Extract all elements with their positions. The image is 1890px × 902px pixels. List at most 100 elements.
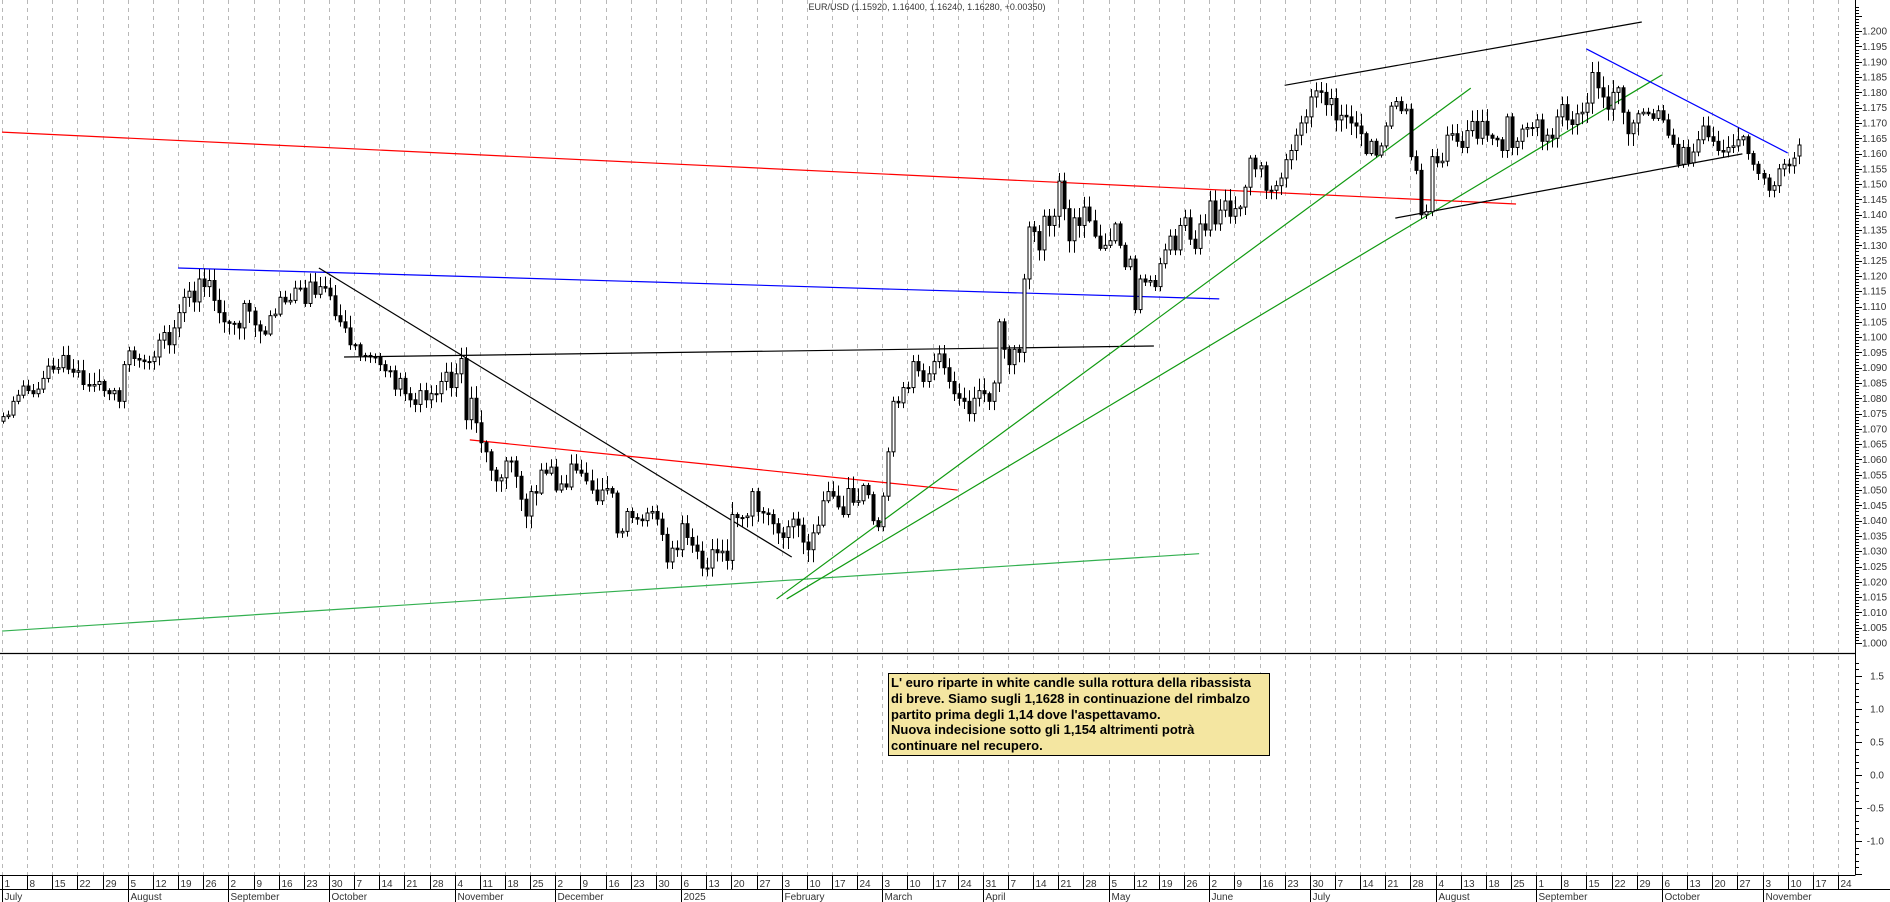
candle <box>650 505 655 520</box>
candle-body-up <box>1535 119 1540 129</box>
candle <box>524 493 529 529</box>
candle <box>665 527 670 569</box>
candle <box>31 383 36 398</box>
candle-body-down <box>403 377 408 395</box>
candle-body-down <box>1626 111 1631 135</box>
candle <box>418 383 423 413</box>
candle <box>1248 155 1253 196</box>
candle <box>730 502 735 570</box>
candle <box>901 382 906 409</box>
candle <box>921 363 926 388</box>
candle <box>680 515 685 558</box>
candle <box>1736 127 1741 152</box>
trendline-green-long-support <box>1 553 1200 632</box>
candle <box>1284 153 1289 188</box>
candle <box>1792 151 1797 174</box>
candle-body-down <box>1475 120 1480 139</box>
candle-body-up <box>1440 160 1445 164</box>
candle <box>464 347 469 430</box>
candle-body-up <box>1777 168 1782 187</box>
candle-body-up <box>1168 235 1173 251</box>
candle-body-up <box>1057 180 1062 217</box>
candle-body-up <box>504 460 509 479</box>
y-tick-label: 1.095 <box>1862 348 1887 359</box>
candle-body-up <box>1782 163 1787 170</box>
candle <box>1153 275 1158 292</box>
candle-body-up <box>881 495 886 528</box>
candle <box>1445 126 1450 167</box>
candle <box>1299 115 1304 146</box>
candle-body-up <box>459 358 464 375</box>
week-label: 17 <box>835 879 847 890</box>
candle-body-up <box>992 382 997 402</box>
candle <box>559 475 564 493</box>
candle <box>967 390 972 422</box>
candle-body-down <box>1495 137 1500 141</box>
candle <box>821 491 826 528</box>
candle <box>81 359 86 391</box>
candle-body-up <box>1329 97 1334 106</box>
candle <box>906 381 911 394</box>
candle <box>1726 136 1731 158</box>
candle-body-up <box>730 514 735 561</box>
candle-body-up <box>1108 240 1113 246</box>
candle-body-down <box>796 518 801 526</box>
candle <box>66 345 71 375</box>
candle <box>1017 344 1022 363</box>
candle-body-down <box>574 463 579 471</box>
candle-body-down <box>1706 125 1711 138</box>
candle-body-up <box>373 356 378 359</box>
candle <box>1203 214 1208 237</box>
candle <box>549 459 554 476</box>
candle <box>725 539 730 570</box>
candle <box>1 412 6 424</box>
candle <box>791 512 796 539</box>
candle-body-down <box>1787 163 1792 167</box>
candle <box>393 365 398 397</box>
month-label: July <box>5 892 23 902</box>
candle-body-down <box>378 356 383 366</box>
candle <box>46 358 51 383</box>
month-label: 2025 <box>684 892 707 902</box>
candle <box>1198 214 1203 255</box>
candle-body-down <box>1500 139 1505 152</box>
candle <box>353 342 358 351</box>
candle-body-up <box>1384 125 1389 147</box>
candle-body-up <box>1072 217 1077 242</box>
candle-body-up <box>97 380 102 386</box>
candle-body-up <box>1314 90 1319 98</box>
candle <box>298 280 303 292</box>
y-tick-label: 1.065 <box>1862 440 1887 451</box>
candle-body-up <box>147 361 152 364</box>
candle <box>1133 255 1138 314</box>
candle-body-down <box>831 491 836 497</box>
candle-body-up <box>1274 185 1279 191</box>
candle-body-up <box>1082 206 1087 226</box>
candle <box>202 268 207 297</box>
month-label: September <box>1539 892 1589 902</box>
candle-body-up <box>1379 145 1384 156</box>
candle <box>997 318 1002 393</box>
week-label: 24 <box>860 879 872 890</box>
candle <box>1082 196 1087 238</box>
week-label: 2 <box>558 879 564 890</box>
candle-body-up <box>1797 144 1802 157</box>
candle-body-up <box>977 390 982 399</box>
candle-body-up <box>1163 249 1168 265</box>
week-label: 4 <box>1439 879 1445 890</box>
candle <box>1580 102 1585 125</box>
candle <box>413 392 418 413</box>
candle <box>1098 224 1103 251</box>
candle-body-down <box>1490 134 1495 139</box>
candle-body-down <box>841 506 846 516</box>
candle-body-down <box>202 278 207 288</box>
candle <box>645 507 650 527</box>
candle <box>1465 120 1470 154</box>
candle <box>1651 108 1656 121</box>
candle-body-down <box>781 532 786 538</box>
candle <box>1158 257 1163 292</box>
candle <box>539 463 544 496</box>
candle <box>962 387 967 410</box>
week-label: 19 <box>1162 879 1174 890</box>
